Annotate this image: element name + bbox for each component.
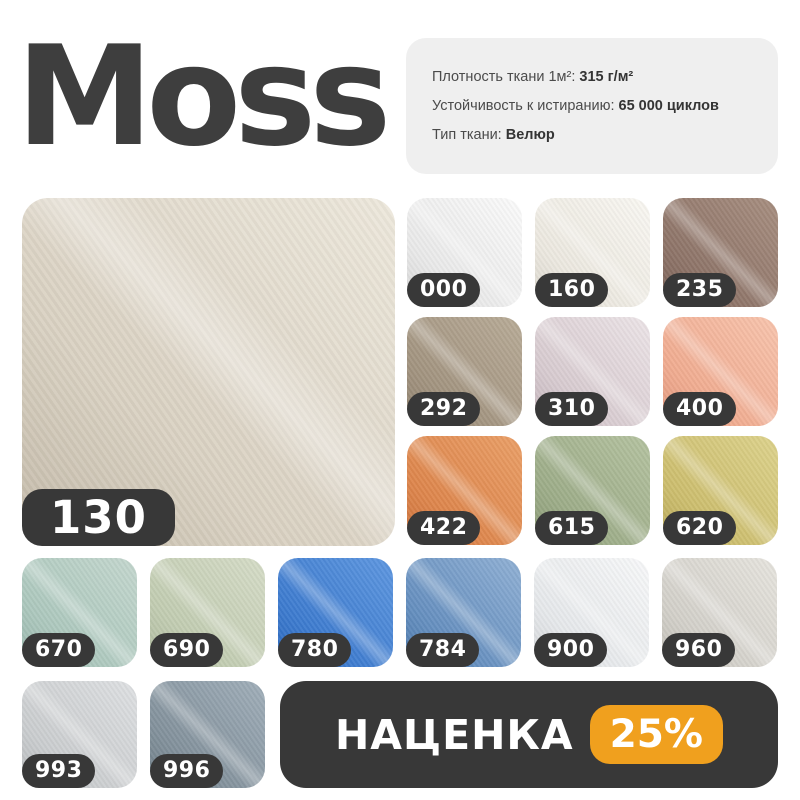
spec-density-value: 315 г/м² (579, 69, 634, 85)
fabric-swatch-000[interactable]: 000 (407, 198, 522, 307)
fabric-swatch-670[interactable]: 670 (22, 558, 137, 667)
spec-type-value: Велюр (505, 127, 555, 143)
swatch-code-badge: 400 (663, 392, 737, 426)
fabric-swatch-620[interactable]: 620 (663, 436, 778, 545)
fabric-swatch-960[interactable]: 960 (662, 558, 777, 667)
swatch-code-badge: 130 (22, 489, 175, 546)
spec-type: Тип ткани: Велюр (432, 127, 752, 143)
spec-abrasion-value: 65 000 циклов (618, 98, 719, 114)
fabric-swatch-780[interactable]: 780 (278, 558, 393, 667)
swatch-code-badge: 670 (22, 633, 96, 667)
swatch-code-badge: 235 (663, 273, 737, 307)
swatch-code-badge: 780 (278, 633, 352, 667)
spec-abrasion-label: Устойчивость к истиранию: (432, 98, 615, 114)
fabric-swatch-900[interactable]: 900 (534, 558, 649, 667)
swatch-code-badge: 620 (663, 511, 737, 545)
markup-banner: НАЦЕНКА 25% (280, 681, 778, 788)
spec-type-label: Тип ткани: (432, 127, 502, 143)
fabric-swatch-422[interactable]: 422 (407, 436, 522, 545)
swatch-code-badge: 784 (406, 633, 480, 667)
swatch-code-badge: 292 (407, 392, 481, 426)
swatch-grid-right: 000 160 235 292 310 400 422 615 620 (407, 198, 778, 545)
fabric-swatch-400[interactable]: 400 (663, 317, 778, 426)
fabric-swatch-292[interactable]: 292 (407, 317, 522, 426)
swatch-code-badge: 000 (407, 273, 481, 307)
spec-density: Плотность ткани 1м²: 315 г/м² (432, 69, 752, 85)
swatch-grid-last: 993 996 (22, 681, 265, 788)
swatch-code-badge: 960 (662, 633, 736, 667)
markup-label: НАЦЕНКА (334, 710, 574, 759)
markup-percent-badge: 25% (589, 705, 723, 764)
fabric-swatch-235[interactable]: 235 (663, 198, 778, 307)
fabric-specs-card: Плотность ткани 1м²: 315 г/м² Устойчивос… (406, 38, 778, 174)
swatch-code-badge: 310 (535, 392, 609, 426)
spec-density-label: Плотность ткани 1м²: (432, 69, 576, 85)
spec-abrasion: Устойчивость к истиранию: 65 000 циклов (432, 98, 752, 114)
fabric-swatch-615[interactable]: 615 (535, 436, 650, 545)
swatch-code-badge: 160 (535, 273, 609, 307)
swatch-code-badge: 993 (22, 754, 96, 788)
swatch-code-badge: 615 (535, 511, 609, 545)
page-title: Moss (16, 16, 391, 177)
fabric-swatch-996[interactable]: 996 (150, 681, 265, 788)
swatch-code-badge: 422 (407, 511, 481, 545)
fabric-swatch-160[interactable]: 160 (535, 198, 650, 307)
fabric-swatch-993[interactable]: 993 (22, 681, 137, 788)
fabric-swatch-310[interactable]: 310 (535, 317, 650, 426)
swatch-grid-bottom: 670 690 780 784 900 960 (22, 558, 777, 667)
swatch-code-badge: 900 (534, 633, 608, 667)
fabric-swatch-690[interactable]: 690 (150, 558, 265, 667)
swatch-code-badge: 996 (150, 754, 224, 788)
swatch-code-badge: 690 (150, 633, 224, 667)
main-fabric-swatch[interactable]: 130 (22, 198, 395, 546)
fabric-swatch-784[interactable]: 784 (406, 558, 521, 667)
